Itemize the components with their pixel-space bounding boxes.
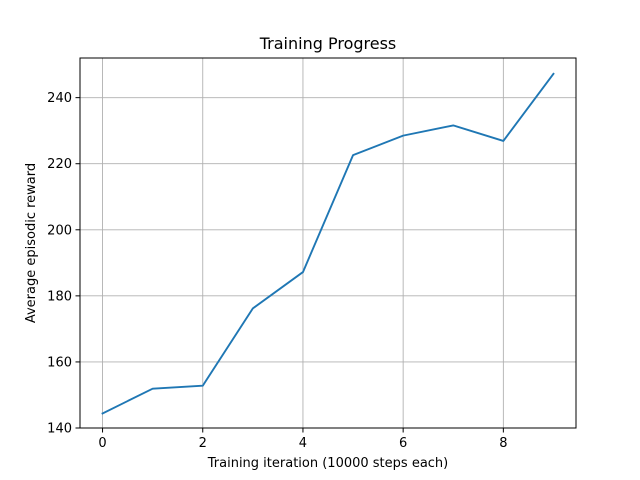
x-axis-label: Training iteration (10000 steps each) [207, 456, 449, 471]
x-tick-label: 8 [499, 436, 507, 451]
y-tick-label: 180 [47, 289, 72, 304]
y-tick-label: 240 [47, 91, 72, 106]
y-axis-label: Average episodic reward [24, 163, 39, 323]
x-tick-label: 6 [399, 436, 407, 451]
y-tick-label: 200 [47, 223, 72, 238]
x-tick-label: 2 [199, 436, 207, 451]
y-tick-label: 140 [47, 422, 72, 437]
y-tick-label: 160 [47, 355, 72, 370]
chart-title: Training Progress [259, 34, 397, 53]
y-tick-label: 220 [47, 157, 72, 172]
series-line [101, 72, 555, 415]
x-tick-label: 0 [98, 436, 106, 451]
x-tick-label: 4 [299, 436, 307, 451]
ticks: 0 2 4 6 8 140 160 180 200 220 240 [47, 91, 507, 451]
series-layer [101, 72, 555, 415]
plot-frame [79, 57, 577, 429]
